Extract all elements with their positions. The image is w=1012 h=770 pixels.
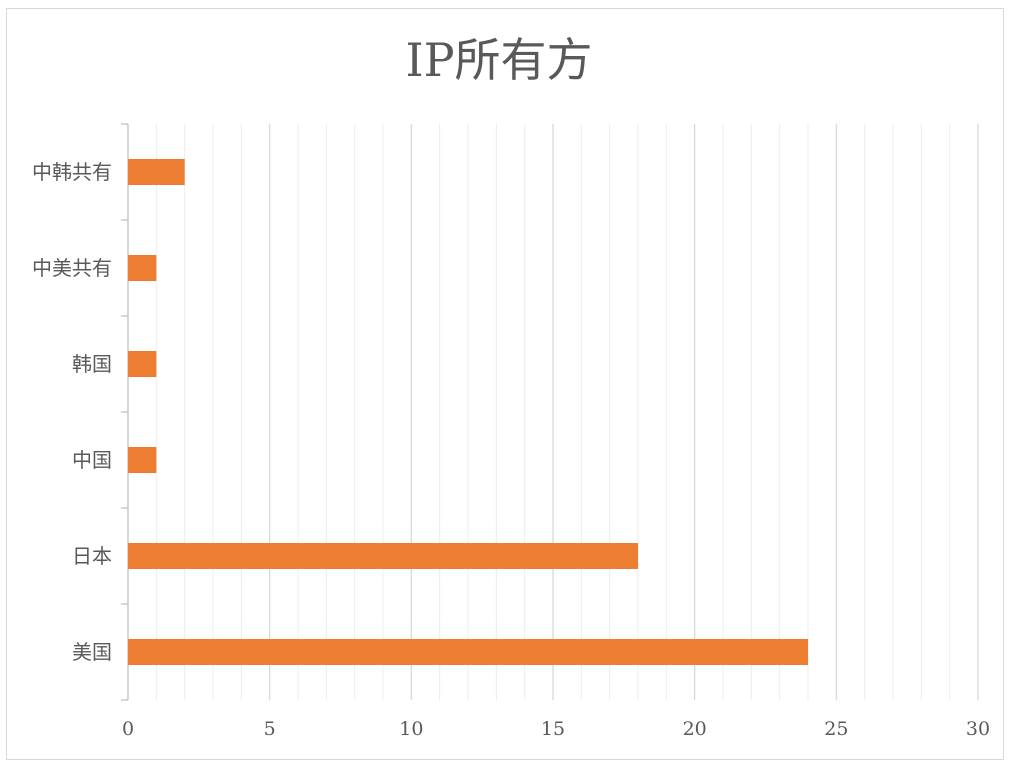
x-tick-label: 30: [966, 718, 990, 740]
bar: [128, 543, 638, 569]
y-category-label: 美国: [72, 640, 112, 664]
x-tick-label: 0: [122, 718, 134, 740]
x-tick-label: 25: [824, 718, 848, 740]
y-category-label: 中美共有: [32, 256, 112, 280]
bars: [128, 159, 808, 665]
minor-gridlines: [155, 124, 951, 700]
x-tick-label: 10: [399, 718, 423, 740]
y-category-label: 韩国: [72, 352, 112, 376]
y-category-label: 中国: [72, 448, 112, 472]
chart-frame: [6, 8, 1004, 760]
y-axis: [121, 123, 129, 701]
y-category-labels: 美国 日本 中国 韩国 中美共有 中韩共有: [32, 160, 112, 664]
major-gridlines: [269, 124, 979, 700]
bar: [128, 159, 185, 185]
x-tick-labels: 0 5 10 15 20 25 30: [122, 718, 990, 740]
bar: [128, 447, 157, 473]
y-category-label: 中韩共有: [32, 160, 112, 184]
bar: [128, 639, 808, 665]
x-tick-label: 15: [541, 718, 565, 740]
chart-title: IP所有方: [405, 33, 593, 87]
x-tick-label: 5: [264, 718, 276, 740]
y-category-label: 日本: [72, 544, 112, 568]
bar: [128, 351, 157, 377]
bar: [128, 255, 157, 281]
x-tick-label: 20: [683, 718, 707, 740]
